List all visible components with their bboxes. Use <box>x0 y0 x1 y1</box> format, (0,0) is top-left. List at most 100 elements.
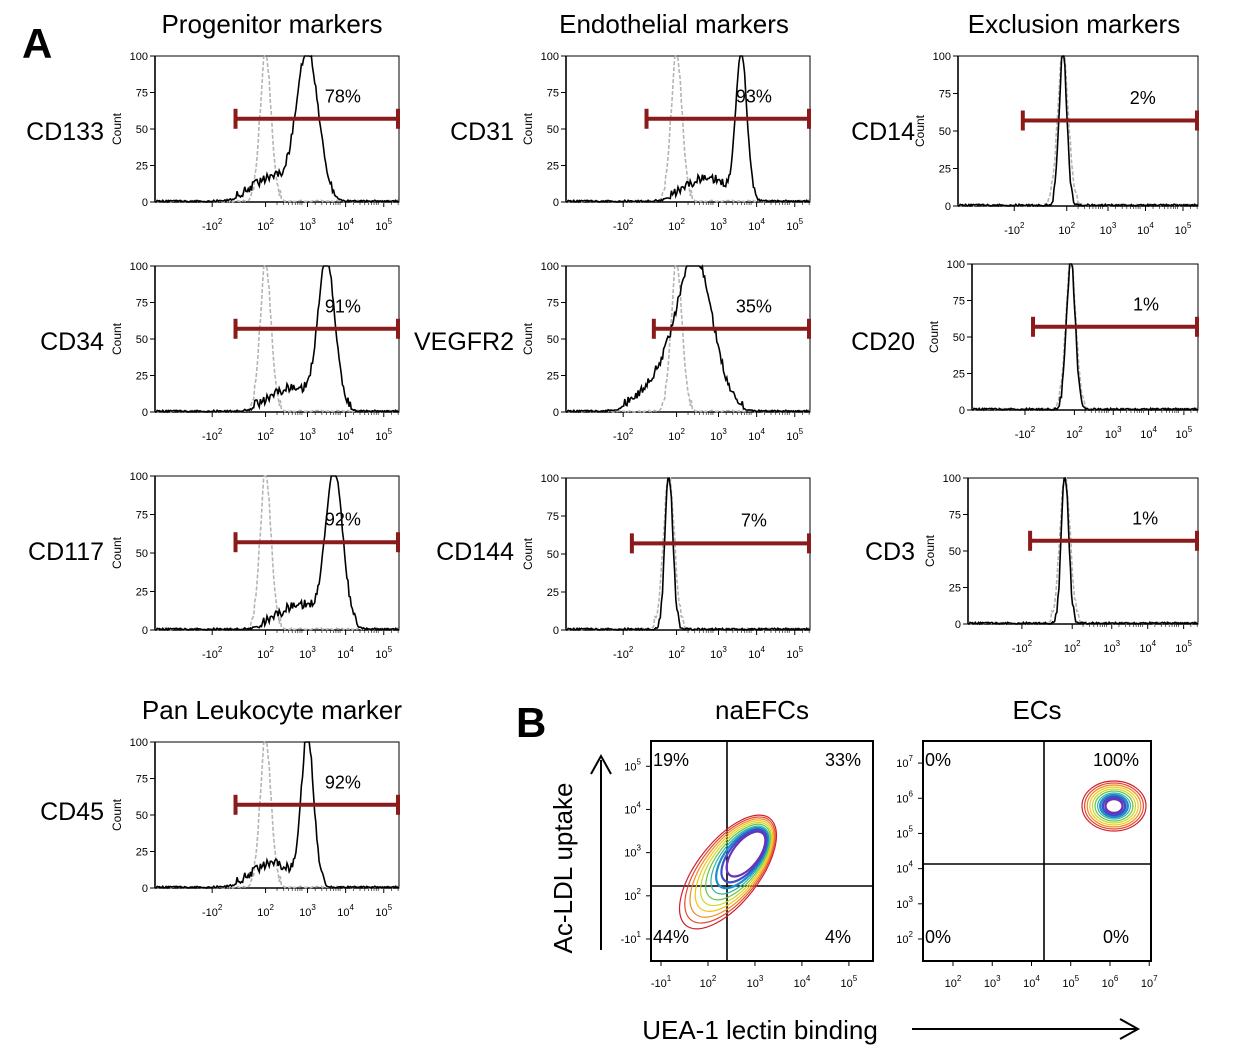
plot-frame <box>957 55 1199 207</box>
x-tick-label: 103 <box>710 427 727 443</box>
count-axis-label: Count <box>927 320 941 353</box>
y-tick-label: 25 <box>939 164 951 176</box>
x-tick-label: 105 <box>786 217 803 233</box>
tick-exponent: 2 <box>680 217 685 226</box>
contour-ring <box>725 830 767 878</box>
tick-exponent: 5 <box>1188 425 1193 434</box>
contour-ring <box>1089 786 1139 826</box>
stain-curve <box>155 475 400 632</box>
y-tick-label: 100 <box>130 51 148 63</box>
tick-exponent: 3 <box>1112 221 1117 230</box>
count-axis-label: Count <box>110 798 124 831</box>
x-tick-label: 103 <box>747 974 764 990</box>
y-tick-label: 0 <box>955 619 961 631</box>
y-arrow-head <box>590 753 612 775</box>
tick-exponent: 4 <box>350 427 355 436</box>
y-tick-label: 103 <box>624 844 641 860</box>
stain-curve <box>566 264 811 414</box>
pan-leukocyte-title: Pan Leukocyte marker <box>142 695 402 725</box>
y-tick-label: 0 <box>945 201 951 213</box>
isotype-curve <box>565 265 811 414</box>
tick-exponent: 5 <box>637 757 642 766</box>
dotplot-title: naEFCs <box>715 695 809 725</box>
y-tick-label: 75 <box>136 774 148 786</box>
contour-ring <box>1094 790 1134 822</box>
isotype-curve <box>154 475 400 632</box>
tick-exponent: 2 <box>218 427 223 436</box>
count-axis-label: Count <box>521 322 535 355</box>
quadrant-upper-left: 19% <box>653 750 689 770</box>
tick-exponent: 2 <box>269 903 274 912</box>
contour-ring <box>689 818 775 918</box>
y-tick-label: 0 <box>959 405 965 417</box>
contour-ring <box>678 814 778 930</box>
x-tick-label: 103 <box>984 974 1001 990</box>
stain-curve <box>566 477 811 632</box>
x-tick-label: 103 <box>299 903 316 919</box>
tick-exponent: 3 <box>996 974 1001 983</box>
y-tick-label: 102 <box>896 930 913 946</box>
y-tick-label: 100 <box>130 261 148 273</box>
y-tick-label: 50 <box>547 549 559 561</box>
tick-exponent: 4 <box>637 800 642 809</box>
tick-exponent: 5 <box>388 217 393 226</box>
y-tick-label: 100 <box>933 51 951 63</box>
quadrant-upper-left: 0% <box>925 750 951 770</box>
tick-exponent: 4 <box>1152 425 1157 434</box>
x-tick-label: 103 <box>1103 639 1120 655</box>
percent-label: 7% <box>741 511 767 531</box>
tick-exponent: 4 <box>1035 974 1040 983</box>
tick-exponent: 5 <box>853 974 858 983</box>
percent-label: 91% <box>325 297 361 317</box>
y-tick-label: 75 <box>136 298 148 310</box>
quadrant-lower-right: 0% <box>1103 927 1129 947</box>
y-tick-label: 25 <box>136 371 148 383</box>
y-tick-label: 105 <box>896 824 913 840</box>
x-tick-label: 107 <box>1141 974 1158 990</box>
x-tick-label: 102 <box>700 974 717 990</box>
tick-exponent: 3 <box>1117 425 1122 434</box>
tick-exponent: 3 <box>1116 639 1121 648</box>
y-tick-label: 50 <box>939 126 951 138</box>
dotplot-panels: naEFCs 19% 33% 44% 4% -101 102 103 104 105 -101 102… <box>621 695 1158 990</box>
plot-frame <box>565 477 811 631</box>
isotype-curve <box>154 741 400 890</box>
tick-exponent: 2 <box>957 974 962 983</box>
tick-exponent: 2 <box>909 930 914 939</box>
tick-exponent: 5 <box>388 427 393 436</box>
tick-exponent: 7 <box>1153 974 1158 983</box>
y-tick-label: 25 <box>136 587 148 599</box>
x-tick-label: 105 <box>375 645 392 661</box>
x-tick-label: 106 <box>1102 974 1119 990</box>
x-tick-label: -102 <box>202 427 223 443</box>
quadrant-lower-left: 44% <box>653 927 689 947</box>
quadrant-upper-right: 33% <box>825 750 861 770</box>
tick-exponent: 5 <box>1188 639 1193 648</box>
tick-exponent: 4 <box>350 903 355 912</box>
tick-exponent: 2 <box>680 645 685 654</box>
contour-ring <box>1101 795 1127 817</box>
contour-ring <box>684 816 776 924</box>
y-tick-label: -101 <box>621 930 642 946</box>
isotype-curve <box>154 55 400 204</box>
y-tick-label: 0 <box>553 197 559 209</box>
tick-exponent: 3 <box>722 217 727 226</box>
y-tick-label: 100 <box>541 473 559 485</box>
y-tick-label: 75 <box>939 89 951 101</box>
x-tick-label: -102 <box>202 645 223 661</box>
x-tick-label: 103 <box>1105 425 1122 441</box>
y-tick-label: 100 <box>943 473 961 485</box>
tick-exponent: 5 <box>1187 221 1192 230</box>
tick-exponent: 4 <box>761 427 766 436</box>
tick-exponent: 2 <box>629 217 634 226</box>
y-tick-label: 104 <box>624 800 641 816</box>
y-tick-label: 75 <box>136 88 148 100</box>
count-axis-label: Count <box>110 112 124 145</box>
marker-label: CD133 <box>26 118 104 146</box>
isotype-curve <box>957 55 1199 208</box>
y-tick-label: 25 <box>136 847 148 859</box>
y-tick-label: 105 <box>624 757 641 773</box>
